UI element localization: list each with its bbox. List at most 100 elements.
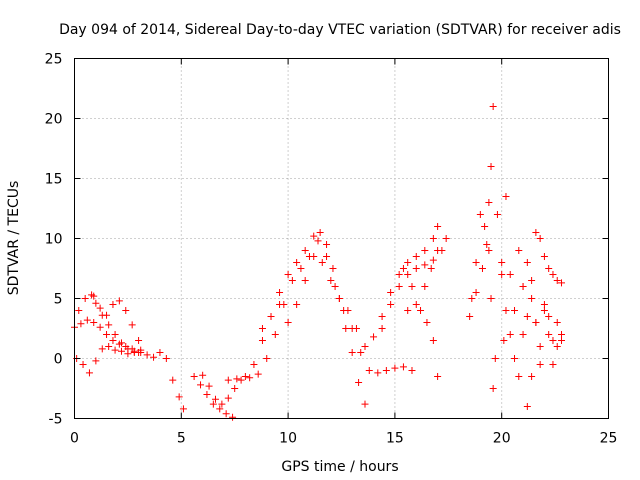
- data-point: [468, 295, 476, 302]
- series-trace-13: [468, 103, 508, 344]
- data-point: [553, 319, 561, 326]
- data-point: [361, 343, 369, 350]
- data-point: [352, 325, 360, 332]
- data-point: [329, 265, 337, 272]
- series-trace-5: [190, 373, 237, 421]
- data-point: [506, 331, 514, 338]
- data-point: [79, 361, 87, 368]
- data-point: [528, 295, 536, 302]
- data-point: [395, 283, 403, 290]
- data-point: [442, 235, 450, 242]
- data-point: [111, 331, 119, 338]
- y-tick-label: 10: [45, 232, 63, 248]
- data-point: [429, 235, 437, 242]
- data-point: [476, 211, 484, 218]
- y-tick-label: 20: [45, 112, 63, 128]
- x-tick-label: 25: [600, 431, 618, 447]
- data-point: [96, 323, 104, 331]
- data-point: [96, 304, 104, 312]
- x-tick-label: 5: [177, 431, 186, 447]
- data-point: [412, 301, 420, 308]
- data-point: [382, 367, 390, 374]
- data-point: [523, 403, 531, 410]
- data-point: [355, 379, 363, 386]
- data-point: [558, 337, 566, 344]
- data-point: [487, 163, 495, 170]
- data-point: [549, 361, 557, 368]
- data-point: [558, 331, 566, 338]
- data-point: [549, 271, 557, 278]
- data-point: [421, 283, 429, 290]
- data-point: [105, 321, 113, 329]
- data-point: [222, 410, 230, 418]
- data-point: [246, 374, 254, 382]
- data-point: [276, 301, 284, 308]
- data-point: [429, 337, 437, 344]
- data-point: [391, 364, 399, 372]
- data-point: [297, 265, 305, 272]
- data-point: [162, 355, 170, 362]
- data-point: [487, 295, 495, 302]
- data-point: [75, 307, 83, 314]
- data-point: [549, 337, 557, 344]
- data-point: [323, 253, 331, 260]
- data-point: [417, 307, 425, 314]
- x-tick-label: 10: [279, 431, 297, 447]
- data-point: [135, 337, 143, 344]
- data-point: [92, 299, 100, 307]
- data-point: [481, 223, 489, 230]
- data-point: [485, 247, 493, 254]
- series-trace-2: [73, 343, 145, 377]
- data-point: [130, 347, 138, 355]
- data-point: [199, 371, 207, 379]
- data-point: [250, 361, 258, 368]
- data-point: [117, 347, 125, 355]
- data-point: [284, 319, 292, 326]
- data-point: [81, 295, 89, 302]
- data-point: [387, 289, 395, 296]
- series-trace-14: [466, 199, 499, 392]
- data-point: [150, 353, 158, 361]
- data-point: [357, 349, 365, 356]
- data-point: [528, 373, 536, 380]
- series-trace-10: [378, 235, 450, 332]
- data-point: [523, 259, 531, 266]
- data-point: [231, 385, 239, 392]
- data-point: [137, 349, 145, 356]
- series-trace-12: [404, 247, 442, 314]
- series-trace-6: [199, 371, 239, 408]
- data-marks: [71, 103, 566, 421]
- data-point: [224, 394, 232, 402]
- data-point: [536, 361, 544, 368]
- y-tick-label: 5: [54, 292, 63, 308]
- data-point: [478, 265, 486, 272]
- data-point: [205, 382, 213, 390]
- data-point: [124, 345, 132, 353]
- data-point: [77, 320, 85, 328]
- data-point: [399, 265, 407, 272]
- data-point: [429, 256, 437, 264]
- data-point: [378, 313, 386, 320]
- data-point: [361, 400, 369, 408]
- data-point: [335, 295, 343, 302]
- data-point: [301, 247, 309, 254]
- data-point: [301, 277, 309, 284]
- data-point: [365, 367, 373, 374]
- data-point: [528, 277, 536, 284]
- data-point: [284, 271, 292, 278]
- data-point: [434, 223, 442, 230]
- data-point: [318, 259, 326, 266]
- y-tick-label: 0: [54, 352, 63, 368]
- data-point: [378, 325, 386, 332]
- data-point: [105, 343, 113, 350]
- data-point: [540, 301, 548, 308]
- data-point: [237, 376, 245, 384]
- data-point: [370, 333, 378, 341]
- data-point: [553, 343, 561, 350]
- data-point: [293, 259, 301, 266]
- series-trace-11: [399, 265, 442, 380]
- series-trace-4: [90, 292, 143, 344]
- x-axis-label: GPS time / hours: [281, 459, 398, 475]
- data-point: [421, 247, 429, 254]
- data-point: [374, 369, 382, 377]
